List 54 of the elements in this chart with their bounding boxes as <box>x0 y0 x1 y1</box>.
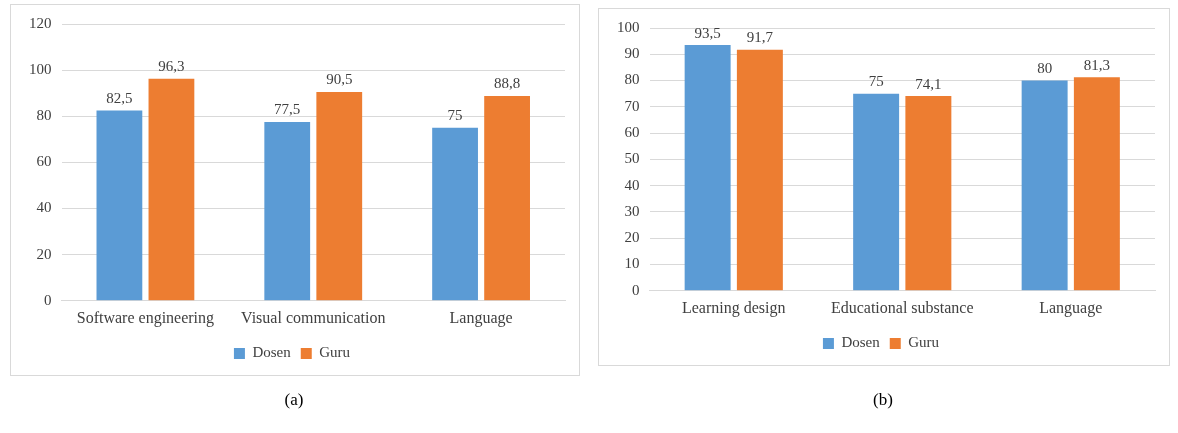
bar <box>148 78 195 301</box>
data-label: 96,3 <box>158 58 185 75</box>
bar <box>484 95 530 301</box>
y-tick-label: 80 <box>624 71 640 88</box>
x-tick-label: Software engineering <box>76 308 215 327</box>
y-tick-label: 70 <box>624 97 640 114</box>
bar <box>96 110 143 301</box>
text: (b) <box>872 390 894 410</box>
y-tick-label: 20 <box>624 229 640 246</box>
legend-label: Guru <box>319 344 351 361</box>
y-tick-label: 50 <box>624 150 640 167</box>
legend-label: Guru <box>908 334 940 351</box>
x-tick-label: Educational substance <box>830 298 974 316</box>
x-tick-label: Language <box>1039 298 1103 317</box>
data-label: 82,5 <box>106 89 133 106</box>
legend-label: Dosen <box>252 344 292 361</box>
bar <box>316 92 363 301</box>
bar <box>736 49 783 291</box>
data-label: 80 <box>1037 60 1053 76</box>
y-tick-label: 40 <box>36 199 52 216</box>
x-tick-label: Language <box>449 308 513 327</box>
y-tick-label: 10 <box>624 255 640 272</box>
bar <box>264 122 311 301</box>
y-tick-label: 40 <box>624 176 640 193</box>
y-tick-label: 80 <box>36 107 52 124</box>
y-tick-label: 100 <box>29 61 52 78</box>
bar <box>853 93 900 291</box>
y-tick-label: 120 <box>29 14 52 31</box>
data-label: 75 <box>868 73 884 90</box>
bar <box>905 96 952 291</box>
data-label: 90,5 <box>326 71 353 88</box>
y-tick-label: 100 <box>617 18 640 35</box>
bar <box>432 127 478 301</box>
data-label: 88,8 <box>493 75 521 92</box>
y-tick-label: 0 <box>44 291 52 308</box>
y-tick-label: 60 <box>36 153 52 170</box>
data-label: 74,1 <box>915 75 942 92</box>
y-tick-label: 20 <box>36 245 52 262</box>
x-tick-label: Visual communication <box>241 308 386 326</box>
y-tick-label: 90 <box>624 45 640 62</box>
bar <box>684 45 731 291</box>
data-label: 77,5 <box>274 101 301 118</box>
data-label: 91,7 <box>746 29 774 46</box>
text: (a) <box>283 390 305 410</box>
bar <box>1021 80 1068 291</box>
y-tick-label: 30 <box>624 202 640 219</box>
legend-label: Dosen <box>841 334 881 351</box>
x-tick-label: Learning design <box>681 298 786 317</box>
data-label: 81,3 <box>1083 56 1110 73</box>
data-label: 93,5 <box>694 24 721 41</box>
y-tick-label: 60 <box>624 124 640 141</box>
y-tick-label: 0 <box>632 281 640 298</box>
bar <box>1073 77 1120 291</box>
data-label: 75 <box>447 107 463 124</box>
